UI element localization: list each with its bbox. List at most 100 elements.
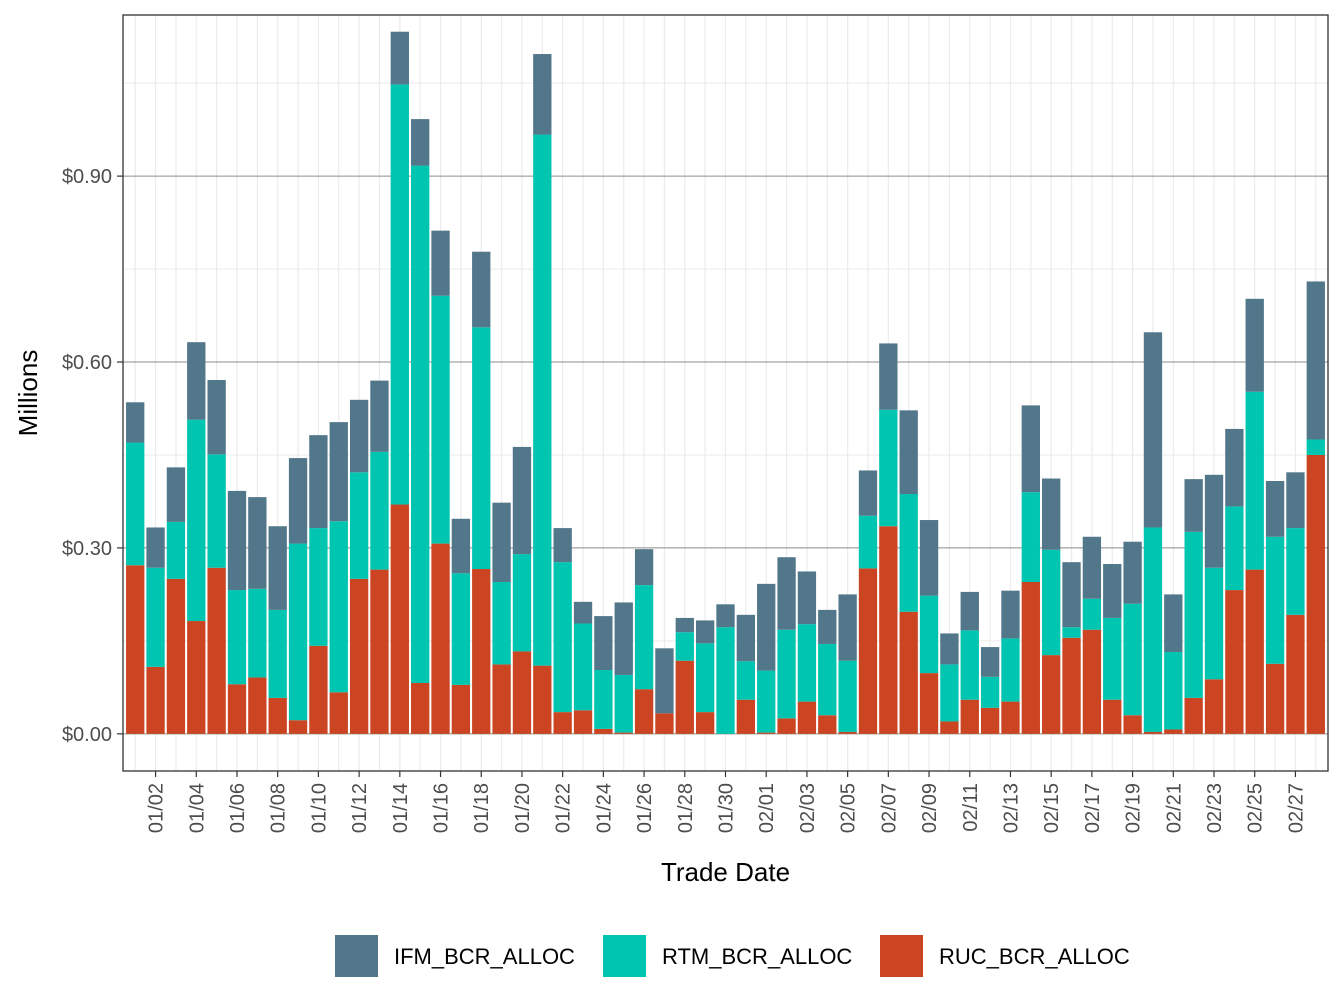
bar-ruc-bcr-alloc xyxy=(451,684,471,734)
x-tick-label: 01/22 xyxy=(553,783,575,833)
x-tick-label: 01/10 xyxy=(308,783,330,833)
bar-ifm-bcr-alloc xyxy=(757,583,776,671)
bar-ifm-bcr-alloc xyxy=(1306,281,1325,440)
x-tick-label: 02/23 xyxy=(1204,783,1226,833)
bar-ruc-bcr-alloc xyxy=(411,683,430,734)
bar-ifm-bcr-alloc xyxy=(838,594,857,661)
bar-rtm-bcr-alloc xyxy=(1021,492,1040,582)
y-axis-title: Millions xyxy=(13,350,43,437)
x-tick-label: 01/04 xyxy=(186,783,208,833)
legend-label-ifm-bcr-alloc: IFM_BCR_ALLOC xyxy=(394,944,575,969)
bar-rtm-bcr-alloc xyxy=(899,494,918,612)
bar-ifm-bcr-alloc xyxy=(1021,405,1040,493)
bar-rtm-bcr-alloc xyxy=(1204,567,1224,680)
x-tick-label: 02/17 xyxy=(1082,783,1104,833)
x-axis-title: Trade Date xyxy=(661,857,790,887)
bar-rtm-bcr-alloc xyxy=(757,670,776,733)
bar-ifm-bcr-alloc xyxy=(1184,479,1203,532)
x-tick-label: 01/24 xyxy=(593,783,615,833)
bar-rtm-bcr-alloc xyxy=(533,134,552,666)
bar-rtm-bcr-alloc xyxy=(879,409,898,527)
bar-ruc-bcr-alloc xyxy=(1286,614,1305,734)
bar-ifm-bcr-alloc xyxy=(533,54,552,135)
legend-swatch-ruc-bcr-alloc xyxy=(880,935,923,977)
bar-rtm-bcr-alloc xyxy=(777,629,796,719)
bar-rtm-bcr-alloc xyxy=(1306,439,1325,455)
bar-rtm-bcr-alloc xyxy=(1164,652,1183,730)
bar-ruc-bcr-alloc xyxy=(1082,629,1102,734)
bar-ifm-bcr-alloc xyxy=(411,119,430,166)
bar-ruc-bcr-alloc xyxy=(329,692,348,734)
bar-ifm-bcr-alloc xyxy=(431,230,450,296)
bar-rtm-bcr-alloc xyxy=(1001,638,1020,702)
bar-ruc-bcr-alloc xyxy=(1042,655,1061,734)
bar-ifm-bcr-alloc xyxy=(1143,332,1163,528)
bar-ifm-bcr-alloc xyxy=(736,614,756,662)
bar-rtm-bcr-alloc xyxy=(370,451,389,570)
bar-ifm-bcr-alloc xyxy=(1286,472,1305,529)
bar-ifm-bcr-alloc xyxy=(248,497,267,589)
bar-ruc-bcr-alloc xyxy=(919,673,939,734)
x-tick-label: 02/05 xyxy=(838,783,860,833)
bar-ruc-bcr-alloc xyxy=(695,712,715,734)
bar-ruc-bcr-alloc xyxy=(797,701,817,734)
bar-rtm-bcr-alloc xyxy=(1245,391,1264,570)
bar-ruc-bcr-alloc xyxy=(736,699,756,734)
bar-ifm-bcr-alloc xyxy=(1123,541,1142,604)
bar-rtm-bcr-alloc xyxy=(288,543,308,721)
bar-ifm-bcr-alloc xyxy=(329,422,348,522)
bar-ruc-bcr-alloc xyxy=(757,732,776,734)
bar-ruc-bcr-alloc xyxy=(1001,701,1020,734)
bar-ifm-bcr-alloc xyxy=(1103,564,1122,618)
bar-ruc-bcr-alloc xyxy=(533,665,552,734)
bar-rtm-bcr-alloc xyxy=(309,528,328,646)
bar-ruc-bcr-alloc xyxy=(675,660,694,734)
x-tick-label: 02/11 xyxy=(960,783,982,832)
bar-ruc-bcr-alloc xyxy=(614,732,633,734)
x-tick-label: 01/14 xyxy=(390,783,412,833)
x-tick-label: 02/13 xyxy=(1000,783,1022,833)
bar-ruc-bcr-alloc xyxy=(146,666,165,734)
bar-rtm-bcr-alloc xyxy=(980,676,1000,708)
legend-swatch-rtm-bcr-alloc xyxy=(603,935,646,977)
bar-ruc-bcr-alloc xyxy=(1143,731,1163,734)
bar-rtm-bcr-alloc xyxy=(166,521,186,579)
bar-ifm-bcr-alloc xyxy=(390,31,409,85)
bar-rtm-bcr-alloc xyxy=(1225,506,1244,591)
bar-ifm-bcr-alloc xyxy=(695,620,715,644)
bar-ruc-bcr-alloc xyxy=(1245,569,1264,734)
bar-ruc-bcr-alloc xyxy=(960,699,979,734)
bar-ifm-bcr-alloc xyxy=(675,617,694,633)
bar-rtm-bcr-alloc xyxy=(1082,598,1102,630)
bar-rtm-bcr-alloc xyxy=(268,609,287,698)
legend-swatch-ifm-bcr-alloc xyxy=(335,935,378,977)
bar-ifm-bcr-alloc xyxy=(512,446,532,555)
bar-ifm-bcr-alloc xyxy=(370,380,389,452)
bar-ruc-bcr-alloc xyxy=(1265,663,1285,734)
bar-rtm-bcr-alloc xyxy=(858,515,878,569)
bar-ifm-bcr-alloc xyxy=(227,490,247,591)
bar-ifm-bcr-alloc xyxy=(899,410,918,495)
bar-rtm-bcr-alloc xyxy=(594,669,613,729)
bar-rtm-bcr-alloc xyxy=(797,624,817,702)
bar-ifm-bcr-alloc xyxy=(655,648,674,714)
y-tick-label: $0.30 xyxy=(62,538,112,560)
bar-ifm-bcr-alloc xyxy=(1225,428,1244,507)
bar-rtm-bcr-alloc xyxy=(411,165,430,684)
bar-rtm-bcr-alloc xyxy=(146,567,165,667)
bar-rtm-bcr-alloc xyxy=(1062,627,1081,638)
bar-ruc-bcr-alloc xyxy=(390,504,409,734)
bar-ruc-bcr-alloc xyxy=(1103,699,1122,734)
bar-rtm-bcr-alloc xyxy=(553,562,572,713)
bar-rtm-bcr-alloc xyxy=(451,573,471,685)
bar-rtm-bcr-alloc xyxy=(1184,531,1203,698)
bar-ruc-bcr-alloc xyxy=(899,611,918,734)
bar-ruc-bcr-alloc xyxy=(777,718,796,734)
bar-ifm-bcr-alloc xyxy=(797,571,817,625)
bar-ifm-bcr-alloc xyxy=(349,399,369,473)
bar-rtm-bcr-alloc xyxy=(1103,617,1122,700)
bar-ifm-bcr-alloc xyxy=(1082,536,1102,599)
bar-ifm-bcr-alloc xyxy=(1042,478,1061,550)
bar-ifm-bcr-alloc xyxy=(126,402,145,443)
bar-rtm-bcr-alloc xyxy=(695,643,715,713)
